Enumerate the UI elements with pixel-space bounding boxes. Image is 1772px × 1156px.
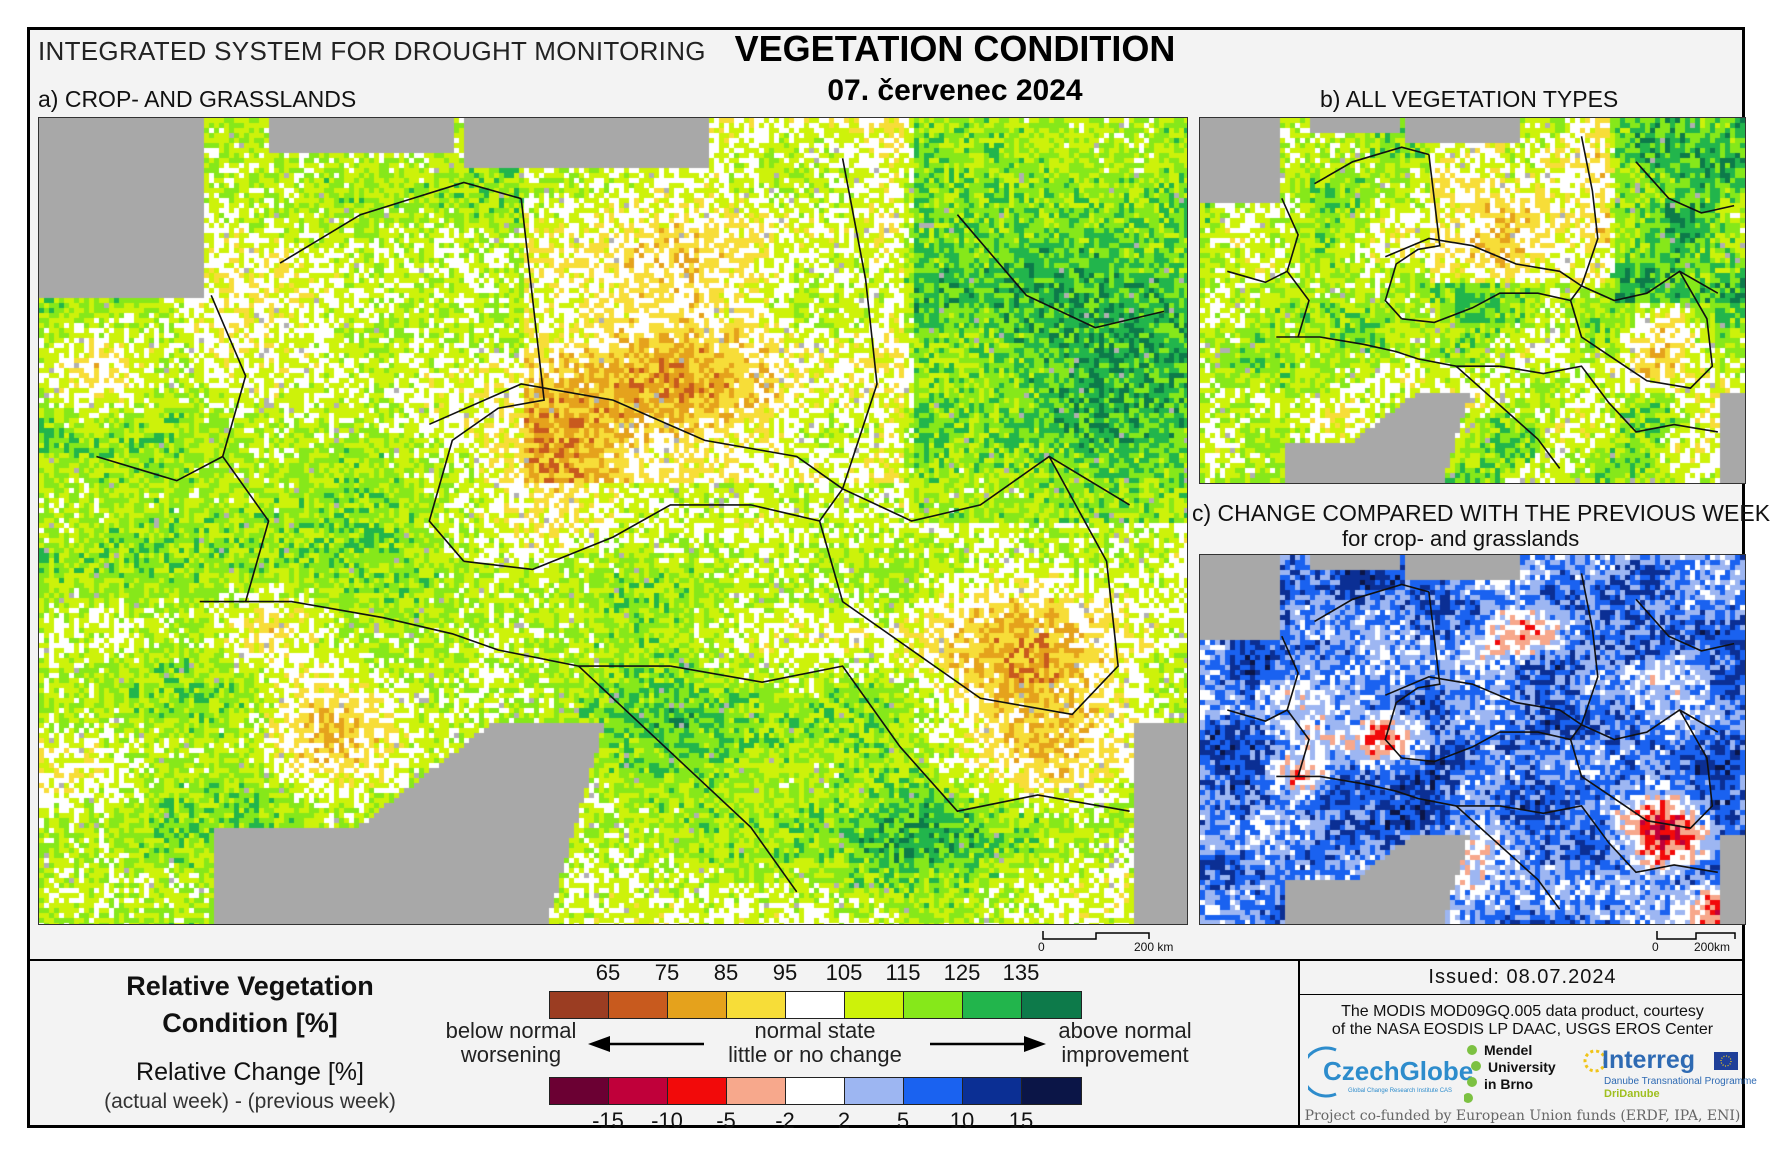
- above-normal-label: above normal: [1058, 1018, 1192, 1043]
- no-change-label: little or no change: [728, 1042, 902, 1067]
- interreg-text: Interreg: [1602, 1046, 1696, 1074]
- czechglobe-logo: CzechGlobe Global Change Research Instit…: [1308, 1044, 1473, 1098]
- scale-c-dist: 200km: [1694, 940, 1731, 954]
- change-swatch: [727, 1078, 786, 1104]
- map-title: VEGETATION CONDITION: [734, 28, 1176, 69]
- panel-b-map: [1199, 117, 1746, 484]
- legend-change-title: Relative Change [%]: [136, 1058, 364, 1086]
- panel-a-label: a) CROP- AND GRASSLANDS: [38, 86, 357, 112]
- change-swatch: [1022, 1078, 1081, 1104]
- condition-swatch: [904, 992, 963, 1018]
- czechglobe-subtext: Global Change Research Institute CAS: [1348, 1088, 1453, 1094]
- change-swatch: [845, 1078, 904, 1104]
- issued-date: Issued: 08.07.2024: [1428, 966, 1617, 988]
- czechglobe-text: CzechGlobe: [1323, 1056, 1474, 1086]
- condition-swatch: [550, 992, 609, 1018]
- map-date: 07. červenec 2024: [827, 74, 1083, 107]
- condition-tick-label: 65: [595, 960, 621, 985]
- legend-change-sub: (actual week) - (previous week): [104, 1090, 396, 1113]
- condition-swatch: [609, 992, 668, 1018]
- change-tick-label: 5: [896, 1108, 910, 1133]
- change-tick-label: -15: [592, 1108, 624, 1133]
- scale-bar-c: [1656, 928, 1736, 940]
- change-tick-label: -5: [716, 1108, 736, 1133]
- issued-separator: [1298, 994, 1745, 995]
- dridanube-text: DriDanube: [1604, 1088, 1660, 1100]
- right-arrow-icon: [928, 1034, 1046, 1054]
- left-arrow-icon: [588, 1034, 706, 1054]
- condition-tick-label: 85: [713, 960, 739, 985]
- change-swatch: [609, 1078, 668, 1104]
- panel-c-label: c) CHANGE COMPARED WITH THE PREVIOUS WEE…: [1192, 500, 1771, 526]
- scale-bar-a: [1042, 928, 1150, 940]
- normal-state-label: normal state: [754, 1018, 876, 1043]
- mendel-line3: in Brno: [1484, 1076, 1533, 1092]
- condition-swatch: [963, 992, 1022, 1018]
- legend-title-line1: Relative Vegetation: [126, 971, 374, 1001]
- change-swatch: [668, 1078, 727, 1104]
- mendel-logo: Mendel University in Brno: [1464, 1040, 1574, 1106]
- credit-line2: of the NASA EOSDIS LP DAAC, USGS EROS Ce…: [1331, 1021, 1714, 1038]
- credits-separator: [1298, 959, 1300, 1128]
- change-tick-label: 10: [949, 1108, 975, 1133]
- interreg-logo: Interreg Danube Transnational Programme …: [1580, 1046, 1757, 1104]
- change-tick-label: -10: [651, 1108, 683, 1133]
- panel-c-map: [1199, 554, 1746, 925]
- condition-tick-label: 75: [654, 960, 680, 985]
- change-tick-label: -2: [775, 1108, 795, 1133]
- scale-a-dist: 200 km: [1134, 940, 1174, 954]
- scale-c-zero: 0: [1652, 940, 1659, 954]
- condition-tick-label: 105: [825, 960, 863, 985]
- interreg-subtext: Danube Transnational Programme: [1604, 1076, 1757, 1087]
- condition-swatch: [1022, 992, 1081, 1018]
- below-normal-label: below normal: [445, 1018, 577, 1043]
- condition-swatch: [727, 992, 786, 1018]
- change-color-bar: [549, 1077, 1082, 1105]
- legend-separator: [27, 959, 1745, 961]
- condition-tick-label: 135: [1002, 960, 1040, 985]
- panel-c-sublabel: for crop- and grasslands: [1342, 526, 1580, 551]
- change-swatch: [904, 1078, 963, 1104]
- mendel-line1: Mendel: [1484, 1042, 1533, 1058]
- legend-title-line2: Condition [%]: [162, 1008, 338, 1038]
- change-tick-label: 15: [1008, 1108, 1034, 1133]
- change-swatch: [963, 1078, 1022, 1104]
- worsening-label: worsening: [460, 1042, 562, 1067]
- condition-tick-label: 115: [885, 960, 921, 985]
- change-swatch: [550, 1078, 609, 1104]
- condition-swatch: [668, 992, 727, 1018]
- panel-b-label: b) ALL VEGETATION TYPES: [1320, 86, 1619, 112]
- condition-color-bar: [549, 991, 1082, 1019]
- change-swatch: [786, 1078, 845, 1104]
- condition-swatch: [845, 992, 904, 1018]
- condition-tick-label: 125: [943, 960, 981, 985]
- condition-tick-label: 95: [772, 960, 798, 985]
- improvement-label: improvement: [1061, 1042, 1189, 1067]
- panel-a-map: [38, 117, 1188, 925]
- credit-line1: The MODIS MOD09GQ.005 data product, cour…: [1341, 1003, 1704, 1020]
- system-name: INTEGRATED SYSTEM FOR DROUGHT MONITORING: [38, 36, 706, 66]
- condition-swatch: [786, 992, 845, 1018]
- mendel-line2: University: [1488, 1059, 1556, 1075]
- change-tick-label: 2: [837, 1108, 851, 1133]
- scale-a-zero: 0: [1038, 940, 1045, 954]
- cofunded-text: Project co-funded by European Union fund…: [1304, 1108, 1741, 1124]
